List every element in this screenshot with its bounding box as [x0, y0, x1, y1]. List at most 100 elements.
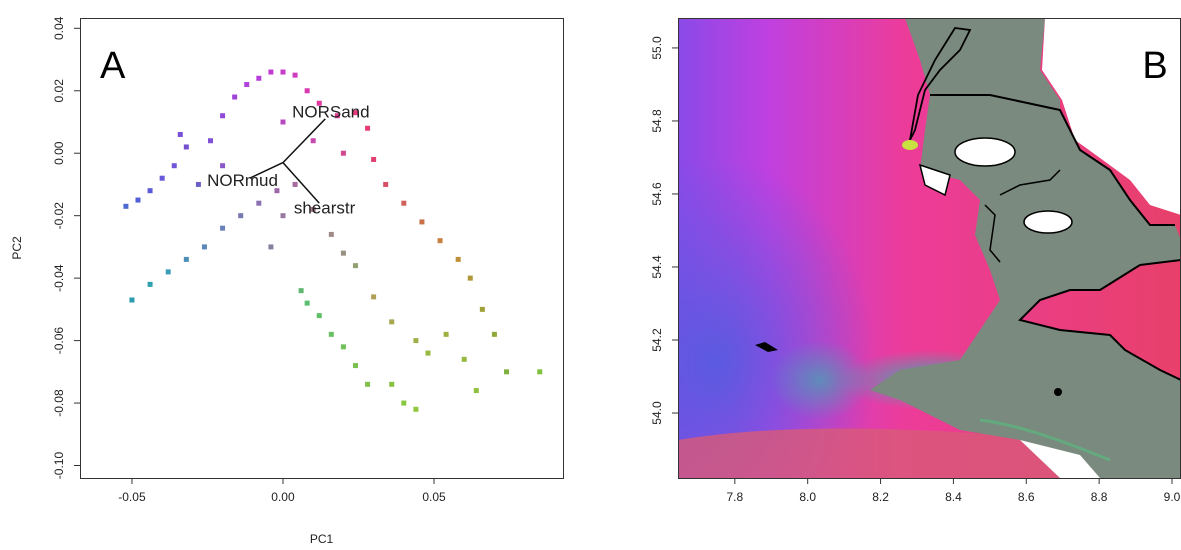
x-tick-label: 8.0 — [799, 490, 816, 504]
point — [340, 344, 346, 350]
point — [201, 244, 207, 250]
y-tick-label: -0.04 — [52, 264, 66, 292]
y-tick-label: 54.6 — [650, 182, 664, 206]
map-raster — [678, 18, 1181, 478]
arrow-label: NORmud — [207, 171, 278, 190]
point — [220, 225, 226, 231]
point — [195, 181, 201, 187]
point — [135, 197, 141, 203]
point — [443, 331, 449, 337]
point — [461, 356, 467, 362]
panel-label: A — [100, 45, 126, 87]
point — [256, 200, 262, 206]
point — [232, 94, 238, 100]
y-tick-label: 0.00 — [52, 141, 66, 165]
point — [328, 231, 334, 237]
point — [220, 113, 226, 119]
y-tick-label: -0.08 — [52, 389, 66, 417]
point — [183, 144, 189, 150]
point — [298, 288, 304, 294]
point — [147, 188, 153, 194]
point — [425, 350, 431, 356]
x-tick-label: 8.4 — [945, 490, 962, 504]
x-axis-title: PC1 — [310, 532, 334, 546]
point — [383, 181, 389, 187]
point — [256, 75, 262, 81]
x-tick-label: 7.8 — [726, 490, 743, 504]
x-tick-label: 8.6 — [1018, 490, 1035, 504]
x-tick-label: 0.05 — [422, 490, 446, 504]
point — [220, 163, 226, 169]
y-tick-label: 54.0 — [650, 401, 664, 425]
point — [292, 181, 298, 187]
arrow-label: NORSand — [292, 103, 369, 122]
point — [419, 219, 425, 225]
point — [316, 313, 322, 319]
point — [352, 263, 358, 269]
y-axis-title: PC2 — [10, 236, 24, 260]
point — [129, 297, 135, 303]
y-tick-label: -0.02 — [52, 202, 66, 230]
point — [479, 306, 485, 312]
point — [340, 150, 346, 156]
point — [171, 163, 177, 169]
point — [123, 203, 129, 209]
point — [316, 100, 322, 106]
loading-arrow — [282, 118, 326, 164]
point — [473, 388, 479, 394]
point — [371, 294, 377, 300]
point — [467, 275, 473, 281]
point — [207, 138, 213, 144]
point — [537, 369, 543, 375]
point — [183, 256, 189, 262]
point — [389, 319, 395, 325]
point — [413, 338, 419, 344]
point — [268, 69, 274, 75]
x-tick-label: -0.05 — [118, 490, 146, 504]
x-tick-label: 9.0 — [1164, 490, 1181, 504]
point — [304, 88, 310, 94]
point — [280, 119, 286, 125]
point — [365, 381, 371, 387]
y-tick-label: -0.10 — [52, 452, 66, 480]
point — [504, 369, 510, 375]
point — [274, 188, 280, 194]
point — [244, 82, 250, 88]
point — [401, 200, 407, 206]
point — [280, 69, 286, 75]
x-tick-label: 0.00 — [271, 490, 295, 504]
panel-label: B — [1142, 45, 1167, 87]
point — [340, 250, 346, 256]
y-tick-label: 54.2 — [650, 328, 664, 352]
point — [147, 281, 153, 287]
point — [165, 269, 171, 275]
point — [352, 363, 358, 369]
x-tick-label: 8.2 — [872, 490, 889, 504]
loading-arrow — [282, 162, 320, 204]
point — [268, 244, 274, 250]
point — [437, 238, 443, 244]
point — [455, 256, 461, 262]
point — [334, 113, 340, 119]
point — [365, 125, 371, 131]
point — [310, 138, 316, 144]
y-tick-label: 55.0 — [650, 36, 664, 60]
y-tick-label: 54.8 — [650, 109, 664, 133]
point — [413, 406, 419, 412]
point — [389, 381, 395, 387]
point — [304, 300, 310, 306]
plot-frame — [80, 18, 564, 479]
y-tick-label: 0.02 — [52, 79, 66, 103]
y-tick-label: 54.4 — [650, 255, 664, 279]
x-tick-label: 8.8 — [1091, 490, 1108, 504]
point — [310, 206, 316, 212]
point — [491, 331, 497, 337]
point — [328, 331, 334, 337]
point — [280, 213, 286, 219]
point — [371, 156, 377, 162]
arrow-label: shearstr — [294, 199, 356, 218]
loading-arrow — [249, 161, 284, 179]
point — [292, 72, 298, 78]
point — [352, 110, 358, 116]
